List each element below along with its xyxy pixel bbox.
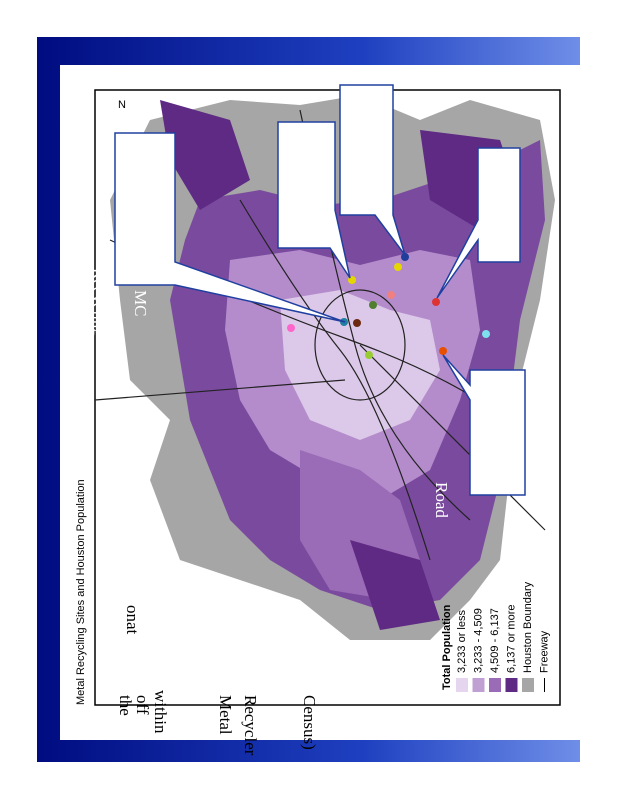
site-markers [287,253,490,359]
text-fragment: Metal [216,695,235,735]
text-fragment: onat [123,605,142,635]
legend-title: Total Population [441,604,453,690]
text-fragment: MC [131,290,150,316]
legend-label: 4,509 - 6,137 [489,608,501,673]
legend-label: Houston Boundary [522,581,534,673]
text-fragment: Census) [300,695,319,750]
legend-label: 3,233 - 4,509 [473,608,485,673]
legend-swatch [489,678,501,692]
legend: Total Population 3,233 or less 3,233 - 4,… [441,581,551,692]
map: N [94,84,561,706]
text-fragment: the [116,695,135,716]
text-fragment: off [133,695,152,715]
text-fragment: within [151,690,170,734]
text-fragment: Recycler [241,695,260,756]
legend-label: Freeway [539,630,551,673]
text-fragment: Recycling [89,268,108,337]
legend-label: 3,233 or less [456,610,468,673]
north-arrow: N [118,99,126,111]
legend-swatch [505,678,518,692]
callouts [114,84,526,496]
legend-swatch [472,678,485,692]
legend-swatch [456,678,468,692]
legend-swatch [522,678,534,692]
map-title: Metal Recycling Sites and Houston Popula… [75,479,87,705]
legend-label: 6,137 or more [506,605,518,673]
text-fragment: Road [432,482,451,518]
